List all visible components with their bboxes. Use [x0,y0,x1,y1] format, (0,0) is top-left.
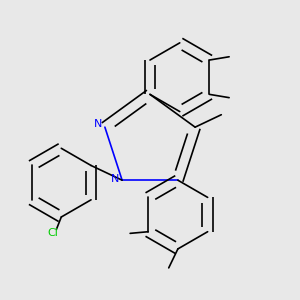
Text: N: N [94,119,103,129]
Text: N: N [111,174,119,184]
Text: Cl: Cl [48,228,58,239]
